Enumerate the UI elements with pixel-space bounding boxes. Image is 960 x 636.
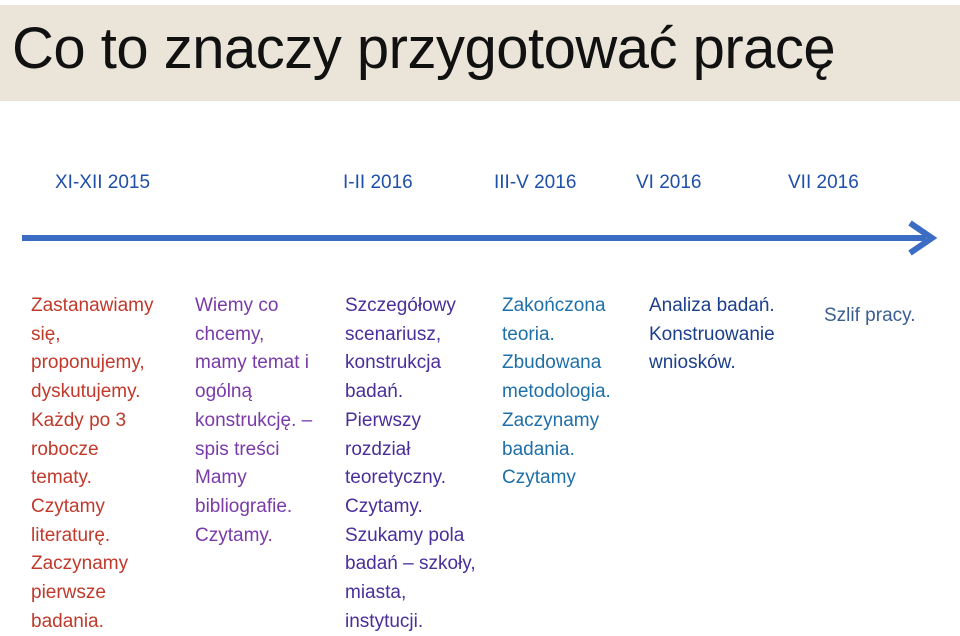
column-line: instytucji. bbox=[345, 610, 424, 632]
column-line: Zakończona bbox=[502, 295, 606, 316]
column-line: badania. bbox=[502, 438, 575, 460]
column-line: mamy temat i bbox=[195, 352, 310, 374]
column-line: Zaczynamy bbox=[502, 409, 600, 431]
column-line: miasta, bbox=[345, 582, 407, 604]
column-line: ogólną bbox=[195, 381, 253, 403]
column-line: tematy. bbox=[31, 467, 92, 489]
period-label-5: VII 2016 bbox=[788, 172, 859, 193]
column-iii-v-2016: Szczegółowy scenariusz, konstrukcja badań. P… bbox=[345, 292, 476, 636]
column-line: Zbudowana bbox=[502, 352, 602, 374]
column-line: chcemy, bbox=[195, 323, 265, 345]
column-line: rozdział bbox=[345, 438, 411, 460]
column-line: literaturę. bbox=[31, 524, 111, 546]
column-line: Pierwszy bbox=[345, 409, 422, 431]
column-line: pierwsze bbox=[31, 582, 106, 604]
column-line: Szlif pracy. bbox=[824, 305, 916, 326]
column-line: Zastanawiamy bbox=[31, 295, 154, 316]
column-line: bibliografie. bbox=[195, 495, 293, 517]
period-label-1: XI-XII 2015 bbox=[55, 172, 151, 193]
column-line: Wiemy co bbox=[195, 295, 279, 316]
slide-title: Co to znaczy przygotować pracę bbox=[12, 16, 836, 81]
column-vi-2016: Zakończona teoria. Zbudowana metodologia. Za… bbox=[502, 292, 611, 493]
column-line: Szukamy pola bbox=[345, 524, 465, 546]
column-line: scenariusz, bbox=[345, 323, 442, 345]
column-line: Zaczynamy bbox=[31, 553, 129, 575]
column-xi-xii-2015: Zastanawiamy się, proponujemy, dyskutujemy.… bbox=[31, 292, 154, 636]
column-line: Każdy po 3 bbox=[31, 409, 127, 431]
column-line: Analiza badań. bbox=[649, 295, 775, 316]
column-line: Czytamy bbox=[502, 467, 576, 489]
column-line: Konstruowanie bbox=[649, 323, 775, 345]
column-line: konstrukcję. – bbox=[195, 409, 313, 431]
column-line: badań. bbox=[345, 381, 404, 403]
timeline-arrow bbox=[22, 220, 938, 256]
column-final: Szlif pracy. bbox=[824, 302, 916, 331]
column-line: robocze bbox=[31, 438, 99, 460]
column-line: Szczegółowy bbox=[345, 295, 456, 316]
column-line: wniosków. bbox=[649, 352, 736, 374]
column-line: metodologia. bbox=[502, 381, 611, 403]
column-line: Czytamy. bbox=[195, 524, 273, 546]
column-line: dyskutujemy. bbox=[31, 381, 141, 403]
column-line: Czytamy. bbox=[345, 495, 423, 517]
column-line: teoria. bbox=[502, 323, 555, 345]
period-label-2: I-II 2016 bbox=[343, 172, 413, 193]
column-vii-2016: Analiza badań. Konstruowanie wniosków. bbox=[649, 292, 775, 378]
column-line: się, bbox=[31, 323, 61, 345]
column-i-ii-2016: Wiemy co chcemy, mamy temat i ogólną konstru… bbox=[195, 292, 312, 550]
column-line: Czytamy bbox=[31, 495, 105, 517]
column-line: badań – szkoły, bbox=[345, 553, 476, 575]
column-line: badania. bbox=[31, 610, 104, 632]
column-line: spis treści bbox=[195, 438, 280, 460]
column-line: teoretyczny. bbox=[345, 467, 447, 489]
column-line: proponujemy, bbox=[31, 352, 145, 374]
column-line: Mamy bbox=[195, 467, 247, 489]
title-band bbox=[0, 5, 960, 101]
period-label-4: VI 2016 bbox=[636, 172, 702, 193]
column-line: konstrukcja bbox=[345, 352, 442, 374]
period-label-3: III-V 2016 bbox=[494, 172, 577, 193]
